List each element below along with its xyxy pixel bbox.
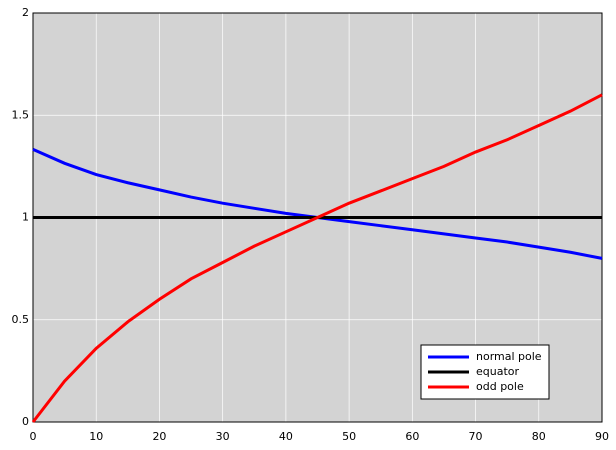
- x-tick-label: 80: [532, 430, 546, 443]
- x-tick-label: 60: [405, 430, 419, 443]
- x-tick-label: 20: [152, 430, 166, 443]
- line: [31, 93, 603, 423]
- x-tick-label: 40: [279, 430, 293, 443]
- y-tick-label: 0: [22, 415, 29, 428]
- y-tick-label: 1: [22, 211, 29, 224]
- y-tick-label: 1.5: [12, 108, 30, 121]
- legend-label: normal pole: [476, 350, 542, 363]
- x-tick-label: 50: [342, 430, 356, 443]
- legend-label: odd pole: [476, 380, 524, 393]
- x-tick-label: 90: [595, 430, 609, 443]
- x-tick-label: 0: [30, 430, 37, 443]
- y-tick-label: 0.5: [12, 313, 30, 326]
- x-tick-label: 10: [89, 430, 103, 443]
- legend: normal pole equator odd pole: [420, 344, 550, 400]
- legend-label: equator: [476, 365, 520, 378]
- x-tick-label: 70: [469, 430, 483, 443]
- x-tick-label: 30: [216, 430, 230, 443]
- y-tick-label: 2: [22, 6, 29, 19]
